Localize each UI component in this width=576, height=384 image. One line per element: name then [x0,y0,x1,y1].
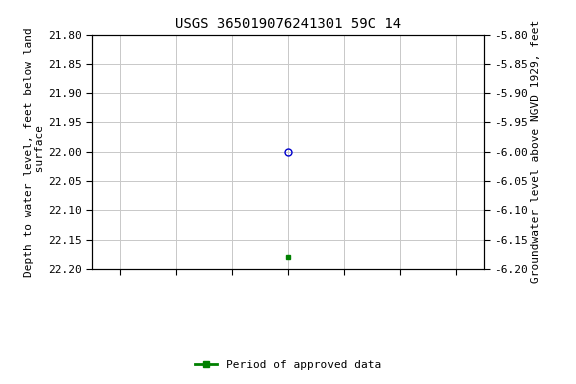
Y-axis label: Groundwater level above NGVD 1929, feet: Groundwater level above NGVD 1929, feet [531,20,541,283]
Y-axis label: Depth to water level, feet below land
 surface: Depth to water level, feet below land su… [24,27,45,276]
Legend: Period of approved data: Period of approved data [191,356,385,375]
Title: USGS 365019076241301 59C 14: USGS 365019076241301 59C 14 [175,17,401,31]
